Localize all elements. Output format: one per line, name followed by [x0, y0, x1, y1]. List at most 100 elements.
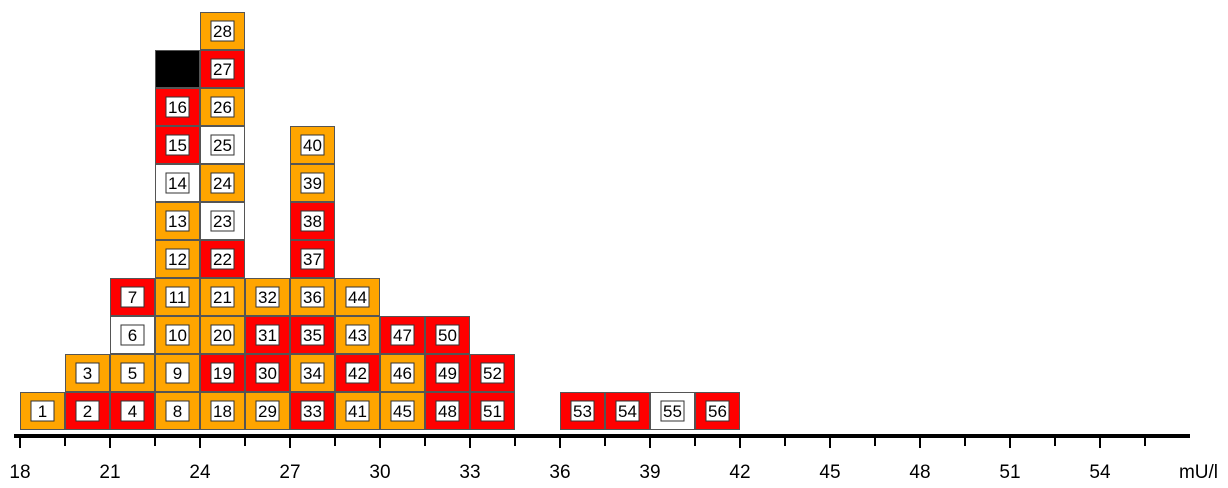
box-label: 20 — [213, 326, 232, 345]
box-label: 49 — [438, 364, 457, 383]
histogram-box: 9 — [155, 354, 200, 392]
box-label: 48 — [438, 402, 457, 421]
histogram-box: 22 — [200, 240, 245, 278]
box-label: 32 — [258, 288, 277, 307]
histogram-box: 32 — [245, 278, 290, 316]
histogram-box: 14 — [155, 164, 200, 202]
box-label: 13 — [168, 212, 187, 231]
box-label-frame — [255, 324, 280, 346]
histogram-box: 42 — [335, 354, 380, 392]
histogram-box: 44 — [335, 278, 380, 316]
box-label-frame — [345, 286, 370, 308]
histogram-box: 36 — [290, 278, 335, 316]
histogram-box: 5 — [110, 354, 155, 392]
x-tick-label: 42 — [729, 462, 750, 483]
box-label: 38 — [303, 212, 322, 231]
box-label: 45 — [393, 402, 412, 421]
box-label-frame — [165, 248, 190, 270]
histogram-box: 10 — [155, 316, 200, 354]
box-label-frame — [120, 400, 145, 422]
box-label-frame — [480, 400, 505, 422]
x-tick-label: 18 — [9, 462, 30, 483]
box-label-frame — [435, 400, 460, 422]
x-tick-label: 51 — [999, 462, 1020, 483]
box-orange — [290, 278, 335, 316]
box-red — [605, 392, 650, 430]
box-label: 47 — [393, 326, 412, 345]
box-label-frame — [345, 324, 370, 346]
box-label: 42 — [348, 364, 367, 383]
histogram-box: 54 — [605, 392, 650, 430]
histogram-box: 28 — [200, 12, 245, 50]
box-label: 37 — [303, 250, 322, 269]
histogram-box: 23 — [200, 202, 245, 240]
box-label-frame — [165, 400, 190, 422]
box-label-frame — [165, 362, 190, 384]
histogram-box: 6 — [110, 316, 155, 354]
histogram-box: 17 — [155, 50, 200, 88]
histogram-box: 56 — [695, 392, 740, 430]
box-label: 21 — [213, 288, 232, 307]
histogram-box: 52 — [470, 354, 515, 392]
box-label: 54 — [618, 402, 637, 421]
box-label: 24 — [213, 174, 232, 193]
box-label-frame — [210, 210, 235, 232]
box-label: 1 — [38, 402, 47, 421]
box-label: 30 — [258, 364, 277, 383]
histogram-box: 39 — [290, 164, 335, 202]
histogram-box: 55 — [650, 392, 695, 430]
histogram-box: 21 — [200, 278, 245, 316]
x-tick-label: 21 — [99, 462, 120, 483]
histogram-box: 33 — [290, 392, 335, 430]
box-label: 17 — [168, 60, 187, 79]
box-label: 5 — [128, 364, 137, 383]
box-label-frame — [300, 172, 325, 194]
box-label-frame — [165, 134, 190, 156]
box-label: 6 — [128, 326, 137, 345]
box-label-frame — [75, 362, 100, 384]
histogram-box: 43 — [335, 316, 380, 354]
box-label: 18 — [213, 402, 232, 421]
box-label: 10 — [168, 326, 187, 345]
histogram-box: 12 — [155, 240, 200, 278]
box-label-frame — [120, 362, 145, 384]
x-tick-label: 36 — [549, 462, 570, 483]
x-tick-label: 30 — [369, 462, 390, 483]
box-label-frame — [120, 286, 145, 308]
box-label: 50 — [438, 326, 457, 345]
box-label: 14 — [168, 174, 187, 193]
box-label-frame — [300, 286, 325, 308]
box-label-frame — [210, 20, 235, 42]
box-label-frame — [210, 134, 235, 156]
box-label-frame — [210, 324, 235, 346]
box-label-frame — [300, 400, 325, 422]
box-label: 16 — [168, 98, 187, 117]
histogram-box: 2 — [65, 392, 110, 430]
box-label: 25 — [213, 136, 232, 155]
box-label: 8 — [173, 402, 182, 421]
box-label: 44 — [348, 288, 367, 307]
box-label: 31 — [258, 326, 277, 345]
box-label: 51 — [483, 402, 502, 421]
box-label: 2 — [83, 402, 92, 421]
histogram-box: 26 — [200, 88, 245, 126]
box-label: 53 — [573, 402, 592, 421]
box-label: 3 — [83, 364, 92, 383]
histogram-box: 13 — [155, 202, 200, 240]
histogram-box: 49 — [425, 354, 470, 392]
box-label-frame — [30, 400, 55, 422]
box-label-frame — [300, 134, 325, 156]
box-label-frame — [345, 400, 370, 422]
box-label-frame — [300, 324, 325, 346]
histogram-box: 48 — [425, 392, 470, 430]
box-label-frame — [705, 400, 730, 422]
x-tick-label: 48 — [909, 462, 930, 483]
box-label: 28 — [213, 22, 232, 41]
box-orange — [200, 88, 245, 126]
box-label: 43 — [348, 326, 367, 345]
box-label-frame — [120, 324, 145, 346]
box-orange — [155, 202, 200, 240]
box-label-frame — [210, 362, 235, 384]
box-label-frame — [165, 286, 190, 308]
box-red — [335, 354, 380, 392]
